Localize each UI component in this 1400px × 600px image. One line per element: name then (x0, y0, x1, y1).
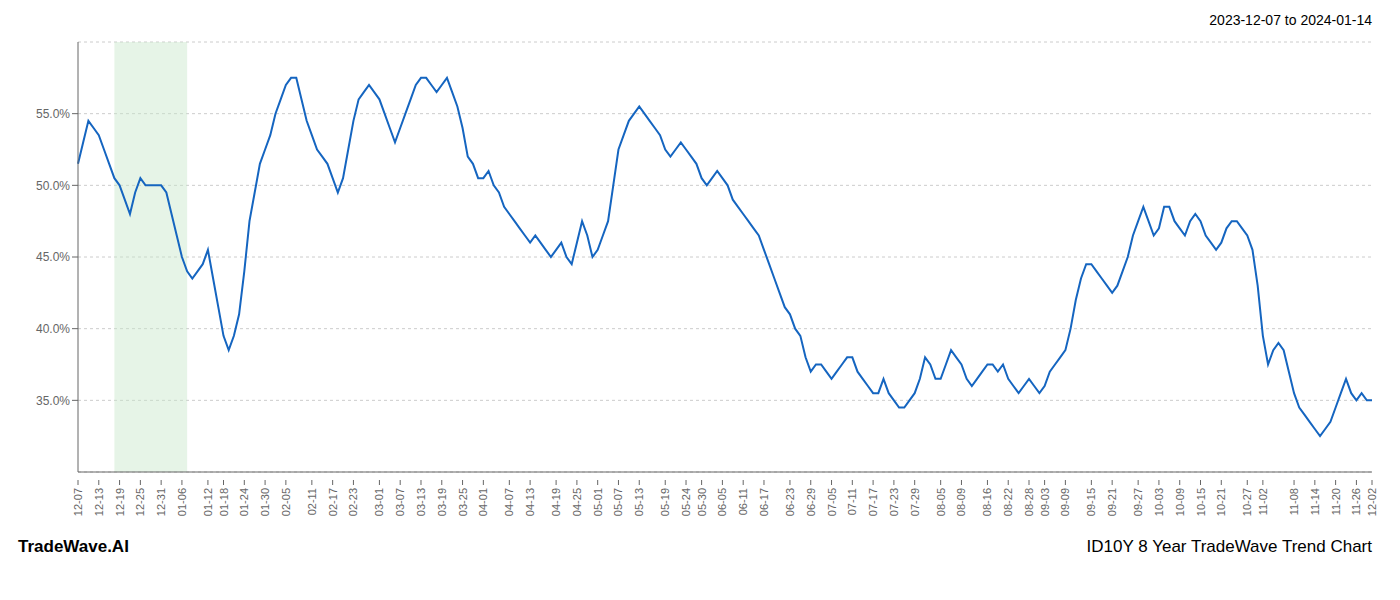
svg-text:55.0%: 55.0% (36, 107, 70, 121)
svg-text:05-13: 05-13 (633, 488, 645, 516)
svg-text:01-06: 01-06 (176, 488, 188, 516)
svg-text:07-17: 07-17 (867, 488, 879, 516)
svg-text:09-27: 09-27 (1132, 488, 1144, 516)
svg-text:07-29: 07-29 (909, 488, 921, 516)
svg-text:12-02: 12-02 (1366, 488, 1378, 516)
svg-text:09-15: 09-15 (1085, 488, 1097, 516)
svg-text:05-30: 05-30 (696, 488, 708, 516)
svg-text:07-05: 07-05 (826, 488, 838, 516)
svg-text:35.0%: 35.0% (36, 394, 70, 408)
html-text:2023-12-07 to 2024-01-14: 2023-12-07 to 2024-01-14 (1209, 12, 1372, 28)
svg-text:01-30: 01-30 (259, 488, 271, 516)
svg-text:08-09: 08-09 (955, 488, 967, 516)
svg-text:12-31: 12-31 (155, 488, 167, 516)
svg-text:03-13: 03-13 (415, 488, 427, 516)
svg-text:12-13: 12-13 (93, 488, 105, 516)
svg-text:09-09: 09-09 (1059, 488, 1071, 516)
svg-text:10-09: 10-09 (1174, 488, 1186, 516)
svg-text:06-05: 06-05 (716, 488, 728, 516)
svg-text:07-11: 07-11 (846, 488, 858, 515)
svg-text:06-11: 06-11 (737, 488, 749, 515)
svg-text:05-19: 05-19 (659, 488, 671, 516)
svg-text:02-05: 02-05 (280, 488, 292, 516)
svg-text:04-13: 04-13 (524, 488, 536, 516)
svg-text:12-07: 12-07 (72, 488, 84, 516)
svg-text:06-29: 06-29 (805, 488, 817, 516)
svg-text:02-11: 02-11 (306, 488, 318, 515)
svg-text:02-17: 02-17 (327, 488, 339, 516)
svg-text:07-23: 07-23 (888, 488, 900, 516)
svg-text:02-23: 02-23 (347, 488, 359, 516)
svg-text:04-25: 04-25 (571, 488, 583, 516)
svg-text:05-07: 05-07 (612, 488, 624, 516)
svg-text:01-18: 01-18 (218, 488, 230, 516)
svg-text:11-26: 11-26 (1350, 488, 1362, 515)
svg-text:11-14: 11-14 (1309, 488, 1321, 515)
svg-text:08-05: 08-05 (935, 488, 947, 516)
svg-text:10-21: 10-21 (1215, 488, 1227, 516)
svg-text:09-03: 09-03 (1039, 488, 1051, 516)
svg-text:04-01: 04-01 (477, 488, 489, 516)
svg-text:11-20: 11-20 (1330, 488, 1342, 515)
svg-text:10-15: 10-15 (1195, 488, 1207, 516)
svg-text:10-03: 10-03 (1153, 488, 1165, 516)
svg-text:40.0%: 40.0% (36, 322, 70, 336)
svg-text:11-02: 11-02 (1257, 488, 1269, 515)
svg-text:09-21: 09-21 (1106, 488, 1118, 516)
svg-text:04-19: 04-19 (550, 488, 562, 516)
svg-text:03-07: 03-07 (394, 488, 406, 516)
html-text:ID10Y 8 Year TradeWave Trend C: ID10Y 8 Year TradeWave Trend Chart (1086, 537, 1372, 556)
svg-text:05-24: 05-24 (680, 488, 692, 516)
svg-text:03-19: 03-19 (436, 488, 448, 516)
svg-text:10-27: 10-27 (1241, 488, 1253, 516)
svg-text:12-25: 12-25 (134, 488, 146, 516)
svg-text:08-28: 08-28 (1023, 488, 1035, 516)
svg-text:50.0%: 50.0% (36, 179, 70, 193)
svg-text:03-25: 03-25 (457, 488, 469, 516)
svg-text:12-19: 12-19 (114, 488, 126, 516)
svg-text:45.0%: 45.0% (36, 250, 70, 264)
svg-text:05-01: 05-01 (592, 488, 604, 516)
svg-text:06-23: 06-23 (784, 488, 796, 516)
svg-text:11-08: 11-08 (1288, 488, 1300, 515)
svg-text:01-12: 01-12 (202, 488, 214, 516)
svg-text:08-16: 08-16 (981, 488, 993, 516)
svg-text:01-24: 01-24 (238, 488, 250, 516)
svg-text:04-07: 04-07 (503, 488, 515, 516)
svg-text:08-22: 08-22 (1002, 488, 1014, 516)
svg-text:03-01: 03-01 (373, 488, 385, 516)
svg-text:06-17: 06-17 (758, 488, 770, 516)
html-text:TradeWave.AI: TradeWave.AI (18, 537, 129, 556)
